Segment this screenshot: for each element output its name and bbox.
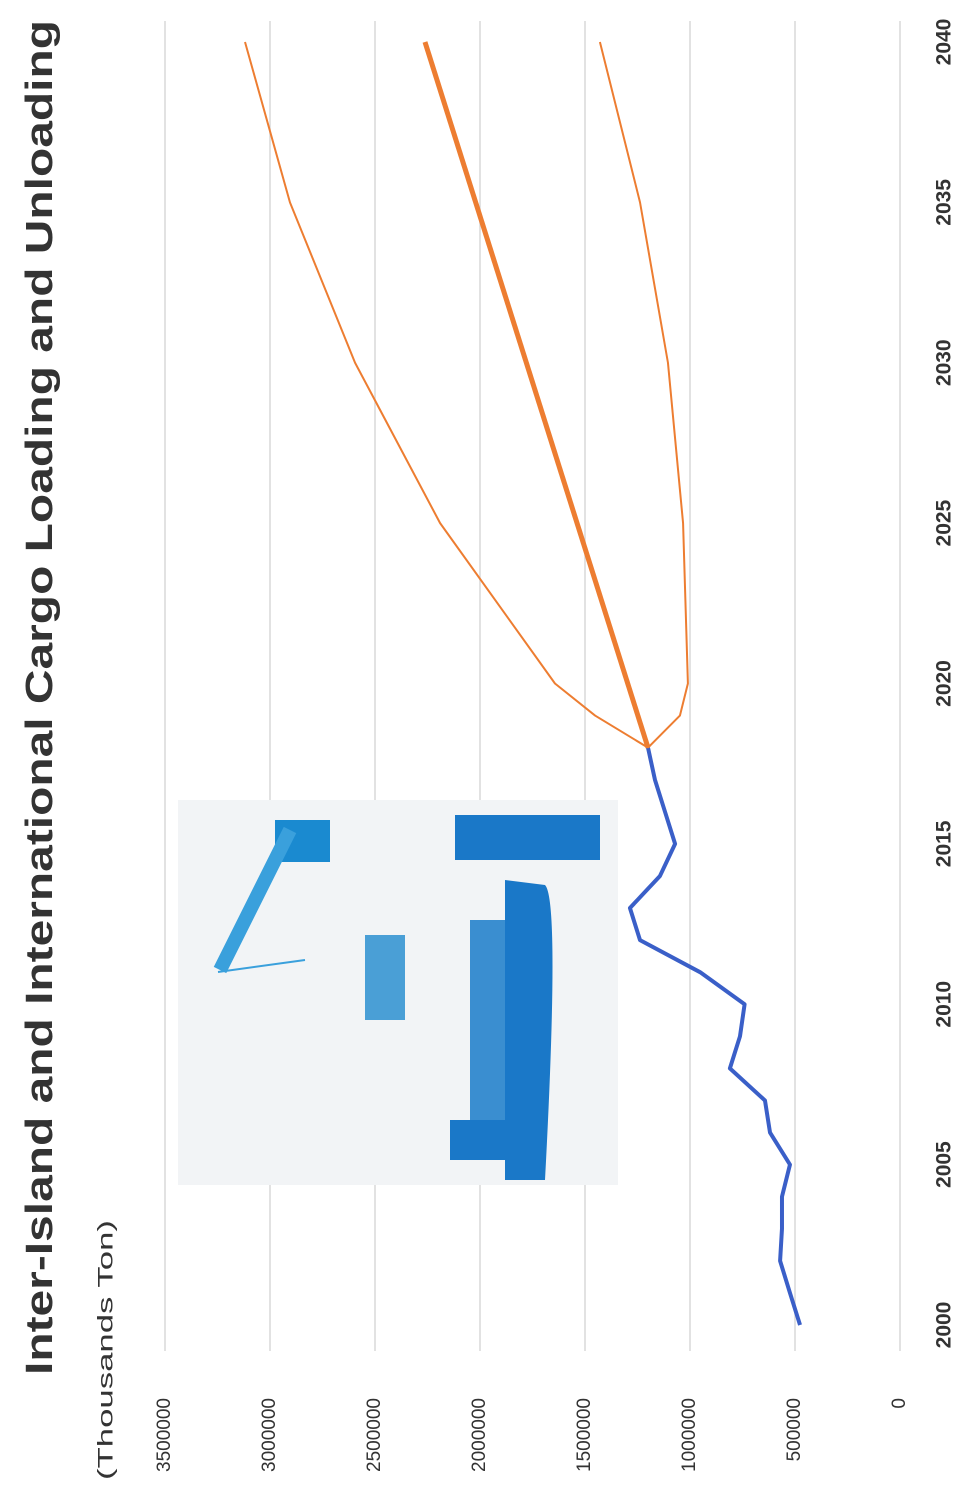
x-tick-label: 2040 — [933, 19, 956, 66]
x-tick-label: 2020 — [933, 660, 956, 707]
illustration — [178, 800, 618, 1185]
y-tick-label: 1500000 — [574, 1398, 595, 1472]
ship-hull — [450, 880, 553, 1180]
x-tick-label: 2035 — [933, 179, 956, 226]
chart-frame: 2040 2035 2030 2025 2020 2015 2010 2005 2000 3500… — [19, 19, 956, 1480]
y-tick-label: 0 — [889, 1398, 910, 1409]
series-line — [422, 41, 651, 749]
x-tick-label: 2000 — [933, 1302, 956, 1349]
chart-title: Inter-Island and International Cargo Loa… — [19, 20, 61, 1375]
x-tick-label: 2030 — [933, 339, 956, 386]
crane-cable — [217, 959, 306, 973]
crane-boom — [213, 826, 297, 974]
series-line — [627, 747, 802, 1326]
containers — [470, 920, 505, 1120]
y-tick-label: 3000000 — [259, 1398, 280, 1472]
x-tick-label: 2025 — [933, 499, 956, 546]
y-tick-label: 2000000 — [469, 1398, 490, 1472]
hanging-container — [365, 935, 405, 1020]
series-line — [598, 41, 689, 749]
y-tick-label: 3500000 — [154, 1398, 175, 1472]
y-tick-label: 2500000 — [364, 1398, 385, 1472]
quay — [455, 815, 600, 860]
x-tick-label: 2005 — [933, 1141, 956, 1188]
y-tick-label: 500000 — [784, 1398, 805, 1461]
x-tick-label: 2010 — [933, 981, 956, 1028]
series-line — [244, 41, 649, 749]
x-tick-label: 2015 — [933, 820, 956, 867]
y-tick-label: 1000000 — [679, 1398, 700, 1472]
y-axis-label: (Thousands Ton) — [95, 1220, 118, 1480]
